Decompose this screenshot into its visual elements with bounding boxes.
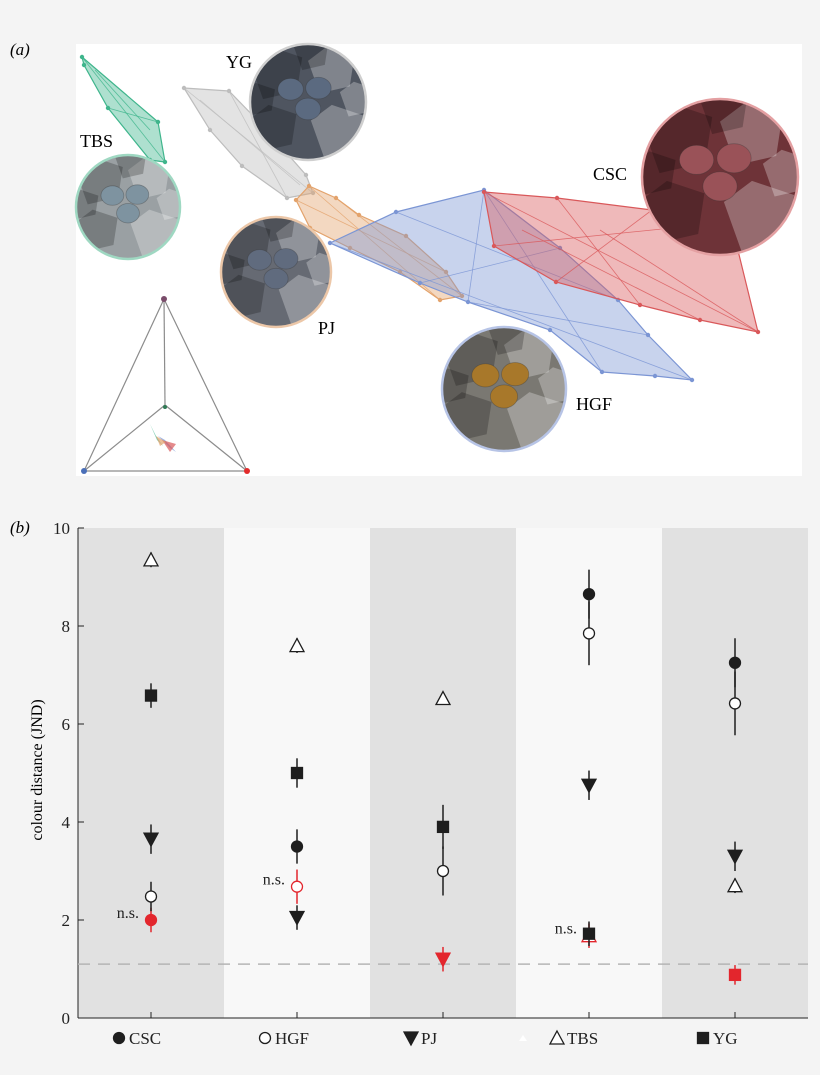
legend-label-tbs: TBS xyxy=(567,1029,598,1048)
legend-white-mark xyxy=(519,1035,527,1041)
legend-marker-tbs xyxy=(548,1029,566,1045)
series-hgf xyxy=(144,601,742,912)
photo-csc xyxy=(640,97,800,257)
label-csc: CSC xyxy=(593,164,627,184)
y-tick-label: 10 xyxy=(53,519,70,538)
label-pj: PJ xyxy=(318,318,335,338)
point-tbs-hgf xyxy=(288,637,306,653)
series-yg xyxy=(144,683,742,985)
ns-label: n.s. xyxy=(117,905,139,922)
point-pj-csc xyxy=(142,832,160,848)
point-csc-csc xyxy=(144,913,158,927)
category-band xyxy=(370,528,516,1018)
ns-label: n.s. xyxy=(263,872,285,889)
hull-yg xyxy=(181,85,316,201)
tetra-vertex-uv xyxy=(161,296,167,302)
legend-marker-hgf xyxy=(258,1031,272,1045)
point-yg-pj xyxy=(436,820,450,834)
point-tbs-yg xyxy=(726,877,744,893)
y-tick-label: 2 xyxy=(62,911,71,930)
legend-marker-csc xyxy=(112,1031,126,1045)
point-tbs-pj xyxy=(434,690,452,706)
ns-label: n.s. xyxy=(555,921,577,938)
point-yg-tbs xyxy=(582,927,596,940)
y-tick-label: 6 xyxy=(62,715,71,734)
label-yg: YG xyxy=(226,52,252,72)
point-pj-tbs xyxy=(580,778,598,794)
point-pj-yg xyxy=(726,849,744,865)
label-tbs: TBS xyxy=(80,131,113,151)
point-hgf-tbs xyxy=(582,627,596,640)
hull-pj xyxy=(293,183,465,303)
point-tbs-csc xyxy=(142,551,160,567)
point-hgf-csc xyxy=(144,890,158,903)
category-band xyxy=(78,528,224,1018)
series-pj xyxy=(142,770,744,972)
point-pj-pj xyxy=(434,952,452,968)
legend-label-csc: CSC xyxy=(129,1029,161,1048)
tetrahedron-inset xyxy=(81,296,250,474)
series-csc xyxy=(144,569,742,933)
legend-label-yg: YG xyxy=(713,1029,738,1048)
point-hgf-hgf xyxy=(290,880,304,893)
colour-space-hulls xyxy=(79,54,761,383)
point-hgf-yg xyxy=(728,697,742,710)
point-hgf-pj xyxy=(436,864,450,878)
category-band xyxy=(662,528,808,1018)
tetra-vertex-long xyxy=(244,468,250,474)
legend-label-pj: PJ xyxy=(421,1029,437,1048)
point-csc-yg xyxy=(728,656,742,669)
legend-marker-pj xyxy=(402,1031,420,1047)
point-csc-tbs xyxy=(582,588,596,601)
photo-tbs xyxy=(74,153,182,261)
legend-label-hgf: HGF xyxy=(275,1029,309,1048)
legend-marker-yg xyxy=(696,1031,710,1045)
panel-a-label: (a) xyxy=(10,40,30,59)
point-yg-hgf xyxy=(290,766,304,780)
label-hgf: HGF xyxy=(576,394,612,414)
y-tick-label: 0 xyxy=(62,1009,71,1028)
tetra-vertex-short xyxy=(81,468,87,474)
legend: CSC HGF PJ TBS YG xyxy=(112,1029,738,1048)
tetra-vertex-medium xyxy=(163,405,167,409)
panel-b-plot: 0 2 4 6 8 10 n.s. n.s. n.s. CSC HGF PJ TBS YG xyxy=(53,519,808,1048)
y-tick-label: 8 xyxy=(62,617,71,636)
specimen-photos xyxy=(74,42,800,453)
y-tick-label: 4 xyxy=(62,813,71,832)
hull-hgf xyxy=(327,187,695,383)
point-pj-hgf xyxy=(288,910,306,926)
y-axis-label: colour distance (JND) xyxy=(29,699,46,840)
point-csc-hgf xyxy=(290,840,304,853)
photo-pj xyxy=(219,215,333,329)
tetra-data-cluster xyxy=(150,424,176,452)
point-yg-yg xyxy=(728,968,742,982)
panel-b-label: (b) xyxy=(10,518,30,537)
point-yg-csc xyxy=(144,689,158,702)
